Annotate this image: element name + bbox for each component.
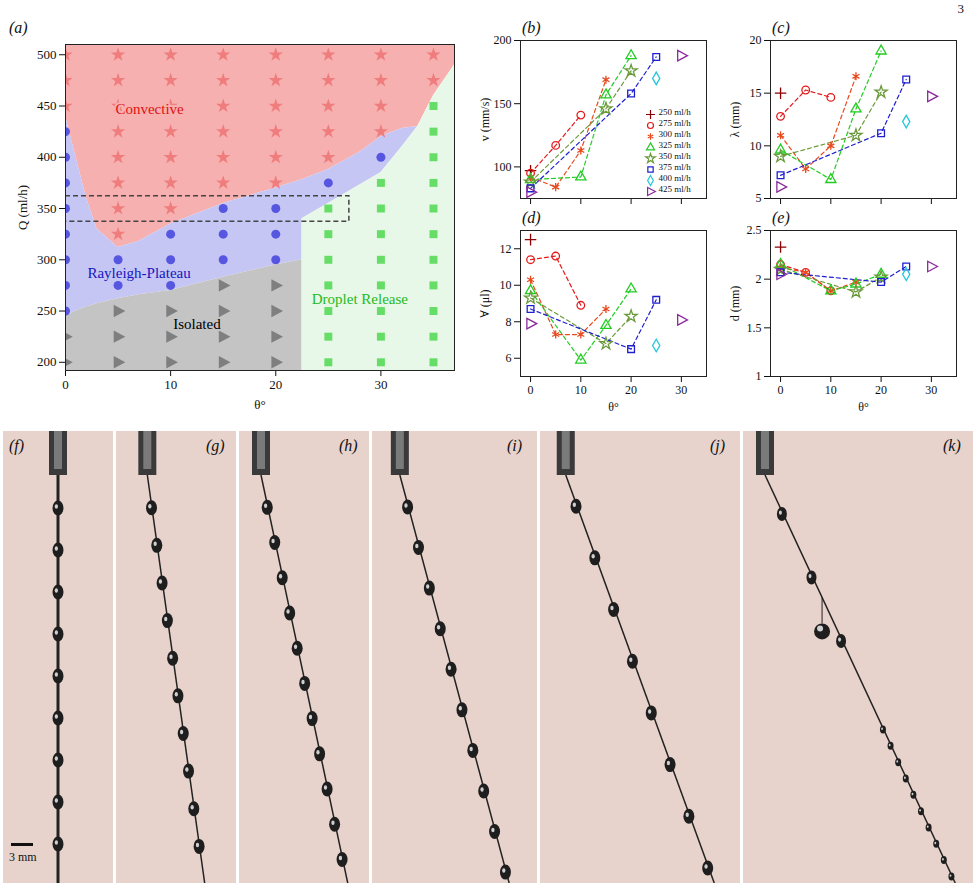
svg-text:2: 2 — [756, 272, 762, 286]
svg-text:500: 500 — [37, 47, 57, 62]
html-text:(c): (c) — [772, 19, 790, 36]
svg-text:400 ml/h: 400 ml/h — [659, 173, 692, 183]
html-text:(b): (b) — [522, 19, 541, 36]
svg-text:20: 20 — [750, 33, 762, 47]
svg-text:6: 6 — [506, 351, 512, 365]
svg-text:Rayleigh-Plateau: Rayleigh-Plateau — [87, 265, 191, 281]
svg-text:λ (mm): λ (mm) — [728, 102, 742, 137]
svg-text:30: 30 — [925, 383, 937, 397]
svg-text:0: 0 — [528, 383, 534, 397]
svg-text:350: 350 — [37, 201, 57, 216]
svg-text:400: 400 — [37, 149, 57, 164]
svg-text:15: 15 — [750, 86, 762, 100]
svg-text:325 ml/h: 325 ml/h — [659, 140, 692, 150]
svg-text:0: 0 — [778, 383, 784, 397]
svg-text:Convective: Convective — [115, 101, 184, 117]
html-text:(e): (e) — [772, 209, 790, 226]
svg-text:Droplet Release: Droplet Release — [312, 291, 409, 307]
svg-text:θ°: θ° — [608, 400, 619, 414]
svg-text:30: 30 — [675, 383, 687, 397]
svg-text:0: 0 — [62, 377, 69, 392]
svg-text:d (mm): d (mm) — [728, 286, 742, 322]
svg-text:300: 300 — [37, 252, 57, 267]
svg-text:30: 30 — [374, 377, 387, 392]
svg-text:(h): (h) — [339, 437, 358, 455]
svg-text:150: 150 — [494, 97, 512, 111]
svg-text:250 ml/h: 250 ml/h — [659, 107, 692, 117]
svg-text:θ°: θ° — [254, 397, 265, 412]
svg-text:200: 200 — [37, 354, 57, 369]
svg-text:10: 10 — [164, 377, 177, 392]
svg-text:350 ml/h: 350 ml/h — [659, 151, 692, 161]
svg-text:8: 8 — [506, 315, 512, 329]
svg-text:20: 20 — [269, 377, 282, 392]
svg-text:450: 450 — [37, 98, 57, 113]
svg-text:3 mm: 3 mm — [9, 850, 37, 864]
svg-text:θ°: θ° — [858, 400, 869, 414]
svg-text:Q (ml/h): Q (ml/h) — [15, 185, 30, 230]
html-text:(d): (d) — [522, 209, 541, 226]
svg-text:(j): (j) — [710, 437, 725, 455]
svg-text:250: 250 — [37, 303, 57, 318]
html-text:(a): (a) — [9, 19, 28, 36]
svg-text:∀ (μl): ∀ (μl) — [478, 289, 492, 317]
svg-text:5: 5 — [756, 191, 762, 205]
svg-text:(k): (k) — [943, 437, 961, 455]
svg-text:20: 20 — [875, 383, 887, 397]
html-text:3: 3 — [957, 1, 964, 16]
svg-text:(f): (f) — [9, 437, 24, 455]
svg-text:425 ml/h: 425 ml/h — [659, 184, 692, 194]
svg-text:20: 20 — [625, 383, 637, 397]
svg-text:v (mm/s): v (mm/s) — [478, 98, 492, 142]
svg-text:(g): (g) — [206, 437, 225, 455]
svg-text:375 ml/h: 375 ml/h — [659, 162, 692, 172]
svg-text:100: 100 — [494, 160, 512, 174]
svg-text:10: 10 — [575, 383, 587, 397]
svg-text:200: 200 — [494, 33, 512, 47]
svg-text:Isolated: Isolated — [173, 316, 221, 332]
svg-text:(i): (i) — [507, 437, 522, 455]
svg-text:10: 10 — [750, 139, 762, 153]
svg-text:1.5: 1.5 — [747, 321, 762, 335]
svg-text:10: 10 — [825, 383, 837, 397]
svg-text:12: 12 — [500, 242, 512, 256]
svg-text:10: 10 — [500, 278, 512, 292]
svg-text:300 ml/h: 300 ml/h — [659, 129, 692, 139]
svg-text:275 ml/h: 275 ml/h — [659, 118, 692, 128]
svg-text:2.5: 2.5 — [747, 223, 762, 237]
svg-text:1: 1 — [756, 369, 762, 383]
